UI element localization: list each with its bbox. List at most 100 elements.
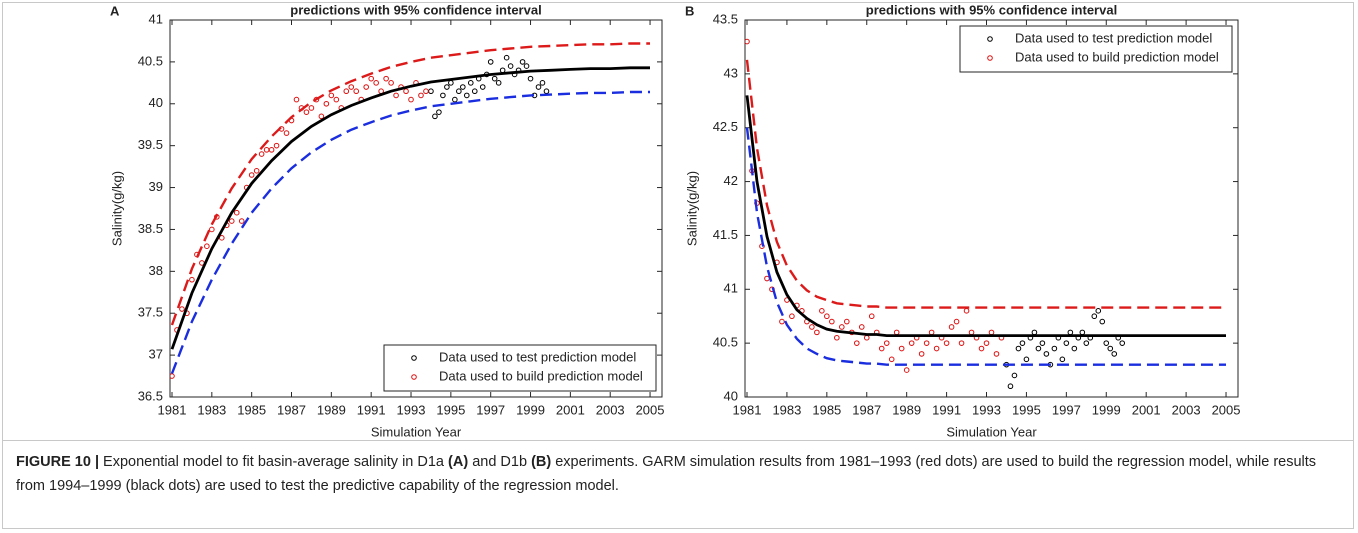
y-tick-label: 39.5 — [138, 137, 163, 152]
data-point — [1011, 372, 1018, 379]
chart-title: predictions with 95% confidence interval — [290, 2, 541, 17]
data-point — [170, 373, 175, 379]
x-tick-label: 2001 — [1132, 402, 1161, 417]
data-point — [519, 59, 526, 65]
x-tick-label: 2003 — [1172, 402, 1201, 417]
caption-text: FIGURE 10 | — [16, 454, 100, 470]
legend-label: Data used to test prediction model — [439, 349, 636, 364]
caption-text: and D1b — [468, 454, 532, 470]
data-point — [388, 80, 394, 86]
data-point — [408, 96, 414, 103]
data-point — [491, 75, 498, 82]
data-point — [1039, 340, 1046, 346]
y-axis-label: Salinity(g/kg) — [109, 171, 124, 246]
y-tick-label: 41.5 — [713, 227, 738, 242]
data-point — [853, 340, 860, 346]
data-point — [1023, 356, 1030, 363]
x-tick-label: 1997 — [1052, 402, 1081, 417]
y-tick-label: 37.5 — [138, 305, 163, 320]
data-point — [258, 151, 265, 157]
y-tick-label: 38.5 — [138, 221, 163, 236]
data-point — [479, 84, 486, 90]
x-tick-label: 1989 — [892, 402, 921, 417]
data-point — [543, 88, 550, 95]
data-point — [868, 313, 875, 320]
x-tick-label: 1999 — [1092, 402, 1121, 417]
x-tick-label: 1983 — [197, 402, 226, 417]
legend-marker — [411, 355, 417, 361]
caption: FIGURE 10 | Exponential model to fit bas… — [16, 450, 1342, 498]
data-point — [373, 80, 379, 86]
data-point — [1007, 383, 1014, 390]
fit-line — [170, 66, 650, 350]
x-tick-label: 1997 — [476, 402, 505, 417]
data-point — [789, 313, 795, 320]
data-point — [1019, 340, 1026, 346]
x-tick-label: 1991 — [932, 402, 961, 417]
x-tick-label: 2005 — [1212, 402, 1241, 417]
data-point — [883, 340, 890, 346]
caption-text: experiments. GARM simulation results fro… — [16, 454, 1317, 494]
data-point — [839, 324, 845, 330]
legend-label: Data used to build prediction model — [439, 368, 643, 383]
x-tick-label: 1985 — [237, 402, 266, 417]
caption-separator — [2, 440, 1354, 441]
data-point — [393, 92, 399, 99]
x-tick-label: 2003 — [596, 402, 625, 417]
x-tick-label: 1987 — [852, 402, 881, 417]
y-tick-label: 41 — [149, 11, 163, 26]
data-point — [958, 340, 965, 346]
x-tick-label: 1995 — [436, 402, 465, 417]
x-tick-label: 1983 — [772, 402, 801, 417]
data-point — [814, 329, 820, 336]
data-point — [432, 113, 438, 120]
data-point — [535, 84, 542, 90]
data-point — [228, 218, 235, 224]
y-tick-label: 43 — [724, 65, 738, 80]
data-point — [440, 92, 446, 99]
x-tick-label: 1991 — [357, 402, 386, 417]
data-point — [204, 243, 210, 249]
confidence-line — [170, 42, 650, 326]
y-tick-label: 43.5 — [713, 11, 738, 26]
x-tick-label: 1993 — [972, 402, 1001, 417]
data-point — [323, 100, 330, 107]
data-point — [948, 324, 955, 330]
data-point — [1063, 340, 1070, 346]
data-point — [1071, 345, 1078, 352]
data-point — [983, 340, 990, 346]
data-point — [843, 318, 850, 325]
data-point — [829, 318, 835, 325]
data-point — [1083, 340, 1090, 346]
data-point — [507, 63, 514, 69]
data-point — [878, 345, 885, 352]
data-point — [903, 367, 910, 373]
x-tick-label: 1995 — [1012, 402, 1041, 417]
data-point — [303, 109, 310, 115]
data-point — [1043, 351, 1050, 357]
data-point — [858, 324, 865, 330]
data-point — [209, 226, 215, 233]
data-point — [1095, 308, 1102, 314]
data-point — [368, 75, 374, 82]
y-tick-label: 40.5 — [713, 335, 738, 350]
data-point — [403, 88, 409, 95]
data-point — [293, 96, 300, 103]
data-point — [423, 88, 429, 95]
x-tick-label: 2001 — [556, 402, 585, 417]
x-axis-label: Simulation Year — [371, 424, 462, 439]
legend-marker — [987, 36, 993, 42]
data-point — [1015, 345, 1022, 352]
caption-text: (B) — [531, 454, 552, 470]
data-point — [348, 84, 355, 90]
panel-label: B — [685, 3, 694, 18]
y-tick-label: 38 — [149, 263, 163, 278]
y-tick-label: 41 — [724, 281, 738, 296]
plot-area — [744, 19, 1239, 398]
x-tick-label: 1981 — [158, 402, 187, 417]
data-point — [539, 80, 546, 86]
legend: Data used to test prediction model Data u… — [959, 25, 1233, 73]
data-point — [908, 340, 915, 346]
legend: Data used to test prediction model Data u… — [383, 344, 657, 392]
